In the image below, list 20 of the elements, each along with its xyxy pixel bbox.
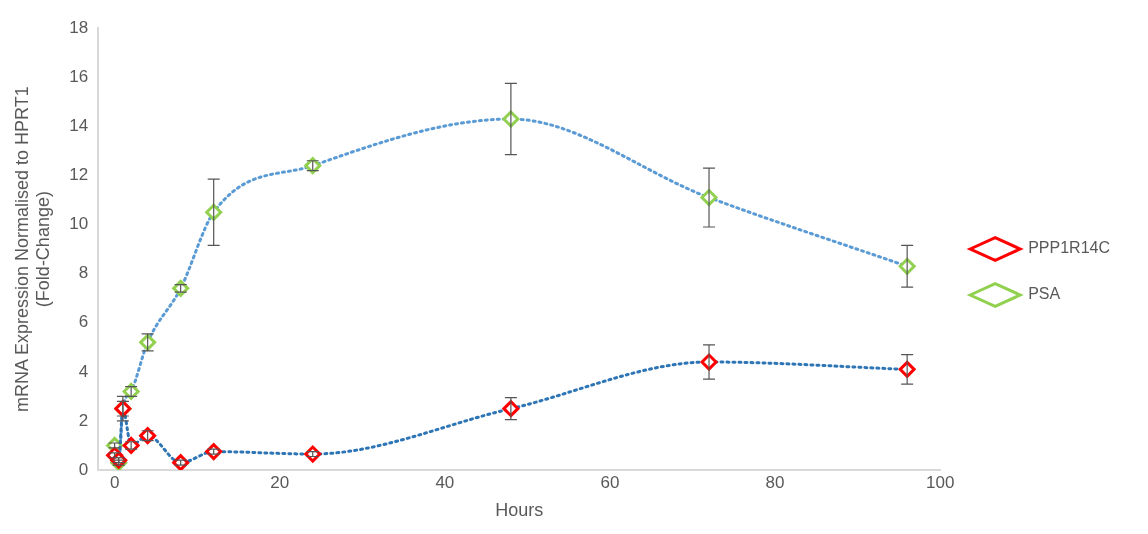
y-tick-label: 6	[78, 312, 89, 332]
y-tick-label: 0	[78, 459, 89, 479]
y-tick-label: 4	[78, 361, 89, 381]
x-tick-label: 0	[109, 472, 120, 492]
x-tick-label: 20	[270, 472, 290, 492]
x-tick-label: 100	[925, 472, 955, 492]
y-tick-label: 18	[69, 17, 89, 37]
x-tick-label: 60	[600, 472, 620, 492]
legend-label: PSA	[1028, 285, 1061, 303]
x-tick-label: 80	[765, 472, 785, 492]
legend-label: PPP1R14C	[1028, 239, 1111, 257]
y-tick-label: 2	[78, 410, 89, 430]
y-tick-label: 10	[69, 214, 89, 234]
x-tick-label: 40	[435, 472, 455, 492]
y-tick-label: 14	[69, 116, 89, 136]
x-axis-title: Hours	[495, 500, 544, 521]
y-tick-label: 12	[69, 165, 89, 185]
y-tick-label: 8	[78, 263, 89, 283]
y-tick-label: 16	[69, 66, 89, 86]
y-axis-title: mRNA Expression Normalised to HPRT1 (Fold-Change)	[11, 86, 54, 412]
